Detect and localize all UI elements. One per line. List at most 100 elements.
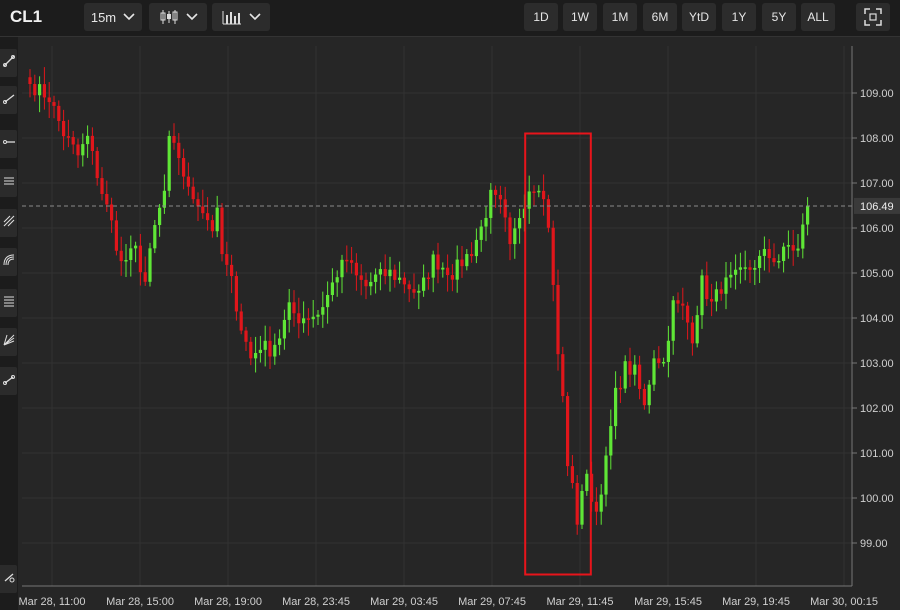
indicators-dropdown[interactable] (212, 3, 270, 31)
tool-parallel-channel[interactable] (0, 169, 17, 197)
candle-down (767, 248, 771, 259)
symbol-label: CL1 (10, 7, 43, 26)
x-tick-label: Mar 28, 15:00 (106, 596, 174, 608)
candle-down (76, 144, 80, 156)
tool-fib-arc[interactable] (0, 248, 17, 276)
candle-down (772, 258, 776, 263)
candle-down (90, 135, 94, 152)
candle-down (297, 313, 301, 324)
candle-down (100, 178, 104, 194)
candle-down (561, 354, 565, 397)
candle-up (374, 274, 378, 282)
range-ytd-button[interactable]: YtD (682, 3, 716, 31)
candle-down (594, 501, 598, 512)
candle-up (263, 340, 267, 350)
candle-up (599, 494, 603, 512)
gann-fan-icon (3, 333, 15, 351)
tool-fib-retracement[interactable] (0, 289, 17, 317)
candle-down (234, 276, 238, 312)
candle-down (508, 217, 512, 245)
tool-measure[interactable] (0, 367, 17, 395)
candle-up (786, 245, 790, 247)
range-6m-button[interactable]: 6M (643, 3, 677, 31)
candle-up (700, 275, 704, 316)
candle-up (465, 254, 469, 267)
tool-trendline[interactable] (0, 49, 17, 77)
candle-up (431, 254, 435, 278)
range-1w-button[interactable]: 1W (563, 3, 597, 31)
candle-up (762, 248, 766, 256)
range-5y-button[interactable]: 5Y (762, 3, 796, 31)
candle-up (158, 207, 162, 226)
candle-down (66, 136, 70, 138)
candle-up (671, 300, 675, 341)
range-1y-button[interactable]: 1Y (722, 3, 756, 31)
candle-down (657, 358, 661, 364)
candle-up (729, 274, 733, 278)
candle-up (724, 277, 728, 294)
ray-icon (2, 91, 15, 109)
range-1m-button[interactable]: 1M (603, 3, 637, 31)
x-tick-label: Mar 29, 07:45 (458, 596, 526, 608)
x-tick-label: Mar 28, 11:00 (18, 596, 85, 608)
candle-down (503, 199, 507, 218)
candle-down (345, 259, 349, 262)
candle-down (748, 267, 752, 270)
candle-down (350, 260, 354, 263)
candle-up (278, 338, 282, 345)
candle-down (446, 267, 450, 276)
candle-up (609, 426, 613, 456)
candle-down (292, 302, 296, 314)
y-tick-label: 102.00 (860, 403, 894, 415)
tool-gann-fan[interactable] (0, 328, 17, 356)
fib-retracement-icon (3, 294, 15, 312)
interval-dropdown[interactable]: 15m (84, 3, 142, 31)
x-tick-label: Mar 29, 15:45 (634, 596, 702, 608)
fullscreen-button[interactable] (856, 3, 890, 31)
candle-down (791, 245, 795, 251)
horizontal-ray-icon (2, 135, 15, 153)
x-tick-label: Mar 30, 00:15 (810, 596, 878, 608)
candle-up (695, 315, 699, 344)
fib-arc-icon (3, 253, 15, 271)
y-tick-label: 99.00 (860, 538, 888, 550)
candle-down (239, 311, 243, 331)
candle-up (537, 190, 541, 193)
candle-down (42, 84, 46, 98)
range-all-button[interactable]: ALL (801, 3, 835, 31)
tool-ray[interactable] (0, 86, 17, 114)
x-tick-label: Mar 29, 11:45 (546, 596, 613, 608)
candle-up (633, 364, 637, 375)
candle-up (340, 259, 344, 278)
y-tick-label: 107.00 (860, 178, 894, 190)
tool-drawing-settings[interactable] (0, 565, 17, 593)
y-tick-label: 104.00 (860, 313, 894, 325)
tool-pitchfork[interactable] (0, 209, 17, 237)
chart-axes: 99.00 100.00 101.00 102.00 103.00 104.00 105.0… (18, 46, 894, 608)
candle-down (551, 227, 555, 285)
candle-up (662, 361, 666, 364)
candle-down (177, 142, 181, 159)
candle-up (777, 260, 781, 263)
bar-chart-icon (222, 9, 242, 25)
tool-horizontal-ray[interactable] (0, 130, 17, 158)
candle-up (162, 190, 166, 208)
candle-down (628, 361, 632, 375)
candle-up (124, 260, 128, 262)
candle-down (575, 482, 579, 525)
candle-down (47, 97, 51, 103)
candle-down (71, 137, 75, 145)
chart-type-dropdown[interactable] (149, 3, 207, 31)
candle-down (532, 191, 536, 193)
candle-up (652, 358, 656, 385)
candle-down (570, 466, 574, 483)
chevron-down-icon (248, 13, 261, 21)
candle-up (614, 387, 618, 427)
candle-up (86, 135, 90, 145)
range-1d-button[interactable]: 1D (524, 3, 558, 31)
last-price-label: 106.49 (860, 201, 894, 213)
candle-down (359, 275, 363, 280)
candle-up (282, 319, 286, 339)
candle-down (210, 220, 214, 232)
